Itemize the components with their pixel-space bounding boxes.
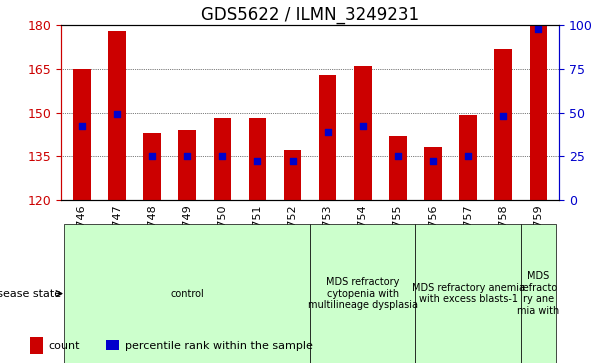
FancyBboxPatch shape (64, 224, 310, 363)
Bar (108, 31, 126, 200)
Bar (354, 66, 371, 200)
Point (533, 26, 543, 32)
Point (323, 129, 333, 135)
Title: GDS5622 / ILMN_3249231: GDS5622 / ILMN_3249231 (201, 6, 419, 24)
Text: control: control (170, 289, 204, 299)
Text: percentile rank within the sample: percentile rank within the sample (125, 340, 313, 351)
Point (393, 153, 402, 159)
Point (147, 153, 157, 159)
Point (182, 153, 192, 159)
Bar (494, 49, 512, 200)
Point (428, 158, 438, 164)
Point (463, 153, 473, 159)
Text: count: count (49, 340, 80, 351)
Text: MDS refractory anemia
with excess blasts-1: MDS refractory anemia with excess blasts… (412, 283, 525, 305)
Text: MDS
refracto
ry ane
mia with: MDS refracto ry ane mia with (517, 271, 559, 316)
Bar (530, 0, 547, 200)
Bar (389, 136, 407, 200)
Bar (143, 133, 161, 200)
Text: disease state: disease state (0, 289, 61, 299)
Bar (284, 150, 302, 200)
Point (77, 123, 87, 129)
Bar (73, 69, 91, 200)
FancyBboxPatch shape (520, 224, 556, 363)
FancyBboxPatch shape (310, 224, 415, 363)
Bar (213, 118, 231, 200)
Bar (178, 130, 196, 200)
Text: MDS refractory
cytopenia with
multilineage dysplasia: MDS refractory cytopenia with multilinea… (308, 277, 418, 310)
Bar (106, 340, 119, 350)
Bar (459, 115, 477, 200)
Point (288, 158, 297, 164)
Bar (249, 118, 266, 200)
FancyBboxPatch shape (415, 224, 520, 363)
Point (252, 158, 262, 164)
Point (358, 123, 368, 129)
Point (499, 113, 508, 119)
Bar (319, 75, 336, 200)
Bar (424, 147, 442, 200)
Point (112, 111, 122, 117)
Point (218, 153, 227, 159)
Bar (30, 337, 43, 354)
